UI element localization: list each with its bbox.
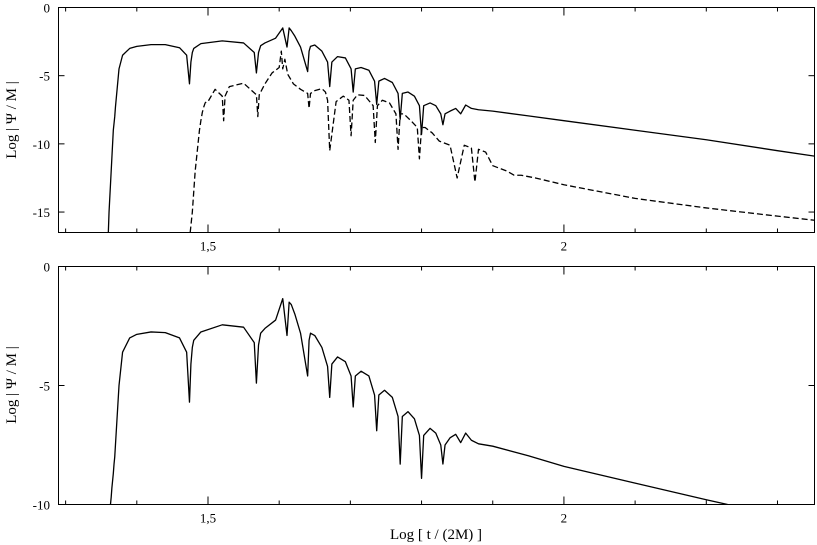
- top-y-ticks: 0 -5 -10 -15: [33, 1, 815, 220]
- top-x-ticks: 1,5 2: [65, 7, 778, 254]
- bottom-y-tick-label: -10: [33, 498, 50, 513]
- bottom-y-axis-title: Log | Ψ / M |: [4, 346, 20, 424]
- top-series-dashed: [189, 50, 815, 233]
- bottom-x-ticks: 1,5 2: [65, 266, 778, 526]
- top-series: [107, 27, 815, 233]
- bottom-x-tick-label: 1,5: [200, 511, 216, 526]
- top-y-axis-title: Log | Ψ / M |: [4, 81, 20, 159]
- top-series-solid: [107, 27, 815, 233]
- top-plot-frame: [58, 7, 815, 233]
- bottom-plot-frame: [58, 266, 815, 505]
- bottom-x-tick-label: 2: [561, 511, 568, 526]
- bottom-panel: 0-5-10 1,5 2 Log | Ψ / M | Log [ t / (2M)…: [4, 260, 815, 543]
- top-x-tick-label: 1,5: [200, 239, 216, 254]
- top-y-tick-label: -10: [33, 137, 50, 152]
- bottom-series-solid: [109, 297, 728, 505]
- bottom-x-axis-title: Log [ t / (2M) ]: [390, 527, 482, 543]
- bottom-y-ticks: 0 -5 -10: [33, 260, 815, 513]
- top-panel: 0-5-10-15 1,5 2 Log | Ψ / M |: [4, 1, 815, 254]
- top-y-tick-label: -15: [33, 205, 50, 220]
- top-y-tick-label: -5: [39, 69, 50, 84]
- top-y-tick-label: 0: [44, 1, 51, 16]
- bottom-series: [109, 297, 728, 505]
- bottom-y-tick-label: 0: [44, 260, 51, 275]
- top-x-tick-label: 2: [561, 239, 568, 254]
- bottom-y-tick-label: -5: [39, 379, 50, 394]
